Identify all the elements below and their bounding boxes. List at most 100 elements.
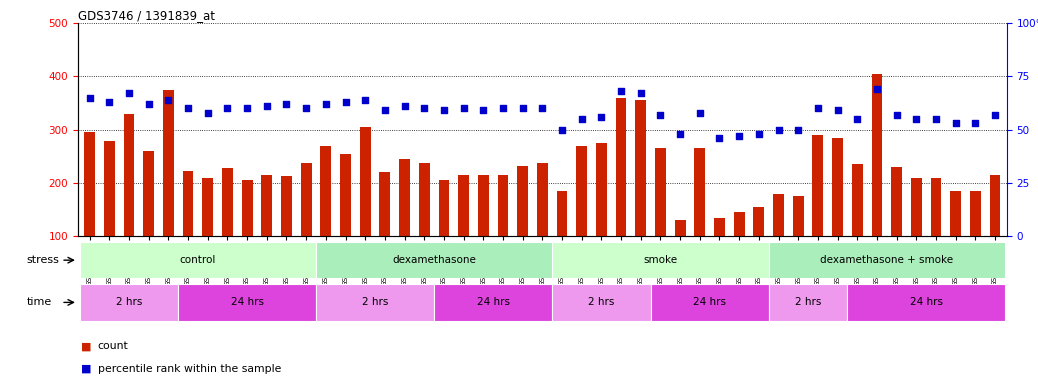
Point [889,112,905,118]
Point [967,120,984,126]
Point [475,108,492,114]
Text: dexamethasone: dexamethasone [392,255,476,265]
Bar [477,175,489,236]
Point [140,101,157,107]
Bar [281,176,292,236]
Point [101,99,117,105]
Text: ■: ■ [81,364,91,374]
Text: time: time [27,297,52,308]
Point [377,108,393,114]
Point [258,103,275,109]
Bar [360,127,371,236]
Point [770,127,787,133]
Point [318,101,334,107]
Text: ■: ■ [81,341,91,351]
Bar [163,89,173,236]
Point [337,99,354,105]
Text: 24 hrs: 24 hrs [476,297,510,308]
Bar [179,284,316,321]
Bar [911,177,922,236]
Bar [380,172,390,236]
Bar [950,191,961,236]
Point [829,108,846,114]
Text: control: control [180,255,216,265]
Bar [989,175,1001,236]
Bar [734,212,744,236]
Text: 24 hrs: 24 hrs [693,297,727,308]
Point [160,97,176,103]
Bar [202,177,213,236]
Bar [419,163,430,236]
Point [436,108,453,114]
Point [948,120,964,126]
Point [691,109,708,116]
Point [416,105,433,111]
Bar [262,175,272,236]
Point [750,131,767,137]
Point [120,90,137,96]
Point [711,135,728,141]
Point [573,116,590,122]
Text: 2 hrs: 2 hrs [116,297,142,308]
Bar [497,175,509,236]
Point [908,116,925,122]
Bar [769,284,847,321]
Point [456,105,472,111]
Point [672,131,688,137]
Bar [104,141,115,236]
Point [397,103,413,109]
Text: 2 hrs: 2 hrs [362,297,388,308]
Bar [80,242,316,278]
Point [219,105,236,111]
Point [731,133,747,139]
Point [869,86,885,92]
Bar [655,148,665,236]
Bar [80,284,179,321]
Bar [675,220,685,236]
Bar [183,171,193,236]
Point [632,90,649,96]
Bar [316,242,552,278]
Bar [635,100,647,236]
Text: count: count [98,341,129,351]
Bar [458,175,469,236]
Bar [931,177,941,236]
Point [515,105,531,111]
Text: 2 hrs: 2 hrs [589,297,614,308]
Point [298,105,315,111]
Point [593,114,609,120]
Bar [316,284,434,321]
Bar [400,159,410,236]
Bar [517,166,528,236]
Text: dexamethasone + smoke: dexamethasone + smoke [820,255,953,265]
Point [81,94,98,101]
Point [790,127,807,133]
Text: 24 hrs: 24 hrs [909,297,943,308]
Bar [340,154,351,236]
Bar [537,163,548,236]
Point [278,101,295,107]
Bar [714,217,725,236]
Bar [832,137,843,236]
Text: stress: stress [27,255,59,265]
Point [495,105,512,111]
Bar [852,164,863,236]
Point [357,97,374,103]
Text: smoke: smoke [644,255,678,265]
Bar [556,191,568,236]
Point [810,105,826,111]
Point [849,116,866,122]
Bar [576,146,588,236]
Bar [793,196,803,236]
Bar [434,284,552,321]
Bar [892,167,902,236]
Bar [143,151,154,236]
Point [987,112,1004,118]
Bar [438,180,449,236]
Text: percentile rank within the sample: percentile rank within the sample [98,364,281,374]
Bar [596,143,607,236]
Bar [222,168,233,236]
Bar [552,242,769,278]
Point [199,109,216,116]
Bar [651,284,769,321]
